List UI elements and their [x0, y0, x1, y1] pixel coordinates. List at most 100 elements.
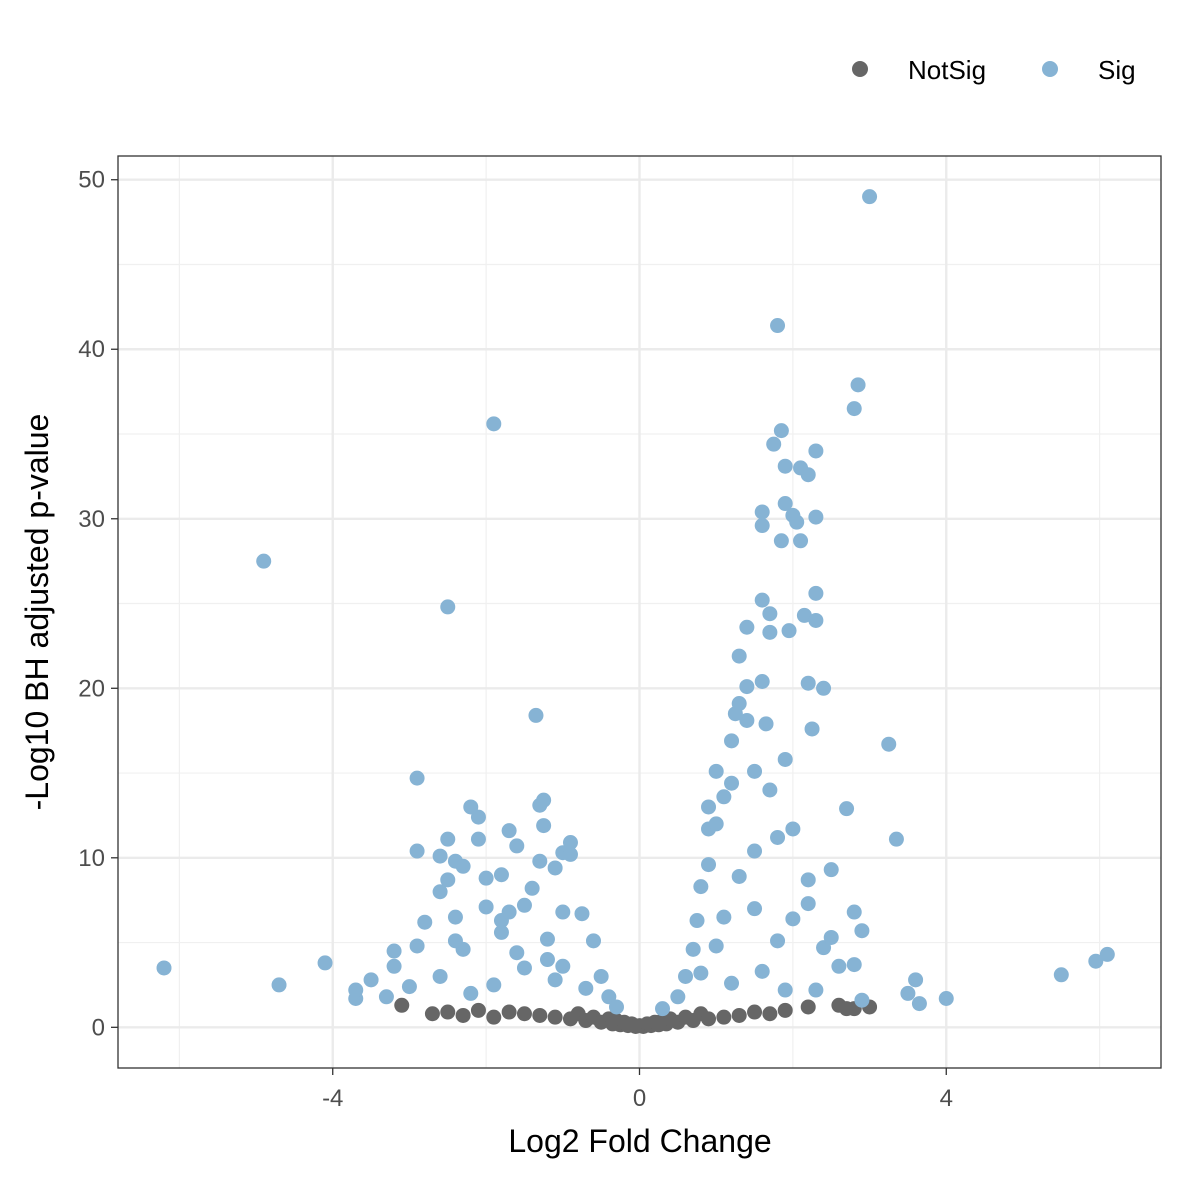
point-sig: [777, 458, 793, 474]
point-sig: [555, 904, 571, 920]
point-notsig: [762, 1006, 778, 1022]
point-sig: [486, 416, 502, 432]
legend-key-sig: [1042, 61, 1058, 77]
y-tick-label: 20: [78, 675, 105, 702]
point-sig: [762, 782, 778, 798]
point-sig: [501, 904, 517, 920]
y-tick-label: 0: [92, 1014, 105, 1041]
point-sig: [689, 913, 705, 929]
point-sig: [831, 958, 847, 974]
point-sig: [762, 606, 778, 622]
point-sig: [754, 504, 770, 520]
point-sig: [716, 909, 732, 925]
point-sig: [754, 674, 770, 690]
point-sig: [478, 899, 494, 915]
point-sig: [539, 952, 555, 968]
point-sig: [536, 818, 552, 834]
x-axis-title: Log2 Fold Change: [508, 1123, 771, 1159]
point-sig: [747, 901, 763, 917]
point-sig: [862, 189, 878, 205]
point-sig: [716, 789, 732, 805]
point-sig: [655, 1001, 671, 1017]
point-sig: [547, 860, 563, 876]
point-sig: [693, 965, 709, 981]
point-sig: [773, 533, 789, 549]
point-sig: [386, 958, 402, 974]
x-tick-label: 0: [633, 1085, 646, 1112]
point-sig: [601, 989, 617, 1005]
point-notsig: [547, 1009, 563, 1025]
point-sig: [532, 853, 548, 869]
point-sig: [470, 831, 486, 847]
point-sig: [739, 712, 755, 728]
point-sig: [724, 775, 740, 791]
point-sig: [463, 799, 479, 815]
point-sig: [271, 977, 287, 993]
point-sig: [1053, 967, 1069, 983]
point-sig: [754, 592, 770, 608]
y-tick-label: 30: [78, 506, 105, 533]
point-sig: [708, 763, 724, 779]
point-sig: [509, 945, 525, 961]
point-sig: [747, 763, 763, 779]
point-sig: [493, 924, 509, 940]
y-axis-title: -Log10 BH adjusted p-value: [19, 414, 55, 811]
point-sig: [793, 533, 809, 549]
point-sig: [432, 968, 448, 984]
legend-label-notsig: NotSig: [908, 55, 986, 85]
point-sig: [808, 982, 824, 998]
point-sig: [800, 872, 816, 888]
point-sig: [846, 957, 862, 973]
y-axis-ticks: 0 10 20 30 40 50: [78, 167, 118, 1041]
point-sig: [846, 401, 862, 417]
point-sig: [785, 821, 801, 837]
point-sig: [440, 599, 456, 615]
point-sig: [562, 846, 578, 862]
point-sig: [409, 843, 425, 859]
point-sig: [731, 868, 747, 884]
point-sig: [670, 989, 686, 1005]
point-notsig: [486, 1009, 502, 1025]
point-sig: [731, 696, 747, 712]
point-sig: [463, 985, 479, 1001]
point-sig: [678, 968, 694, 984]
point-sig: [808, 509, 824, 525]
point-sig: [470, 809, 486, 825]
point-sig: [938, 990, 954, 1006]
point-sig: [574, 906, 590, 922]
point-sig: [685, 941, 701, 957]
point-sig: [846, 904, 862, 920]
y-tick-label: 40: [78, 336, 105, 363]
point-sig: [585, 933, 601, 949]
point-sig: [754, 963, 770, 979]
point-sig: [348, 982, 364, 998]
point-notsig: [716, 1009, 732, 1025]
point-sig: [528, 707, 544, 723]
point-sig: [816, 680, 832, 696]
point-sig: [777, 496, 793, 512]
point-sig: [766, 436, 782, 452]
point-notsig: [777, 1002, 793, 1018]
point-sig: [593, 968, 609, 984]
point-sig: [516, 960, 532, 976]
point-sig: [478, 870, 494, 886]
point-sig: [455, 858, 471, 874]
point-sig: [440, 872, 456, 888]
point-sig: [888, 831, 904, 847]
point-sig: [739, 619, 755, 635]
point-sig: [516, 897, 532, 913]
point-notsig: [516, 1006, 532, 1022]
point-sig: [701, 857, 717, 873]
point-notsig: [747, 1004, 763, 1020]
point-notsig: [440, 1004, 456, 1020]
point-sig: [501, 823, 517, 839]
point-sig: [762, 624, 778, 640]
point-sig: [708, 938, 724, 954]
y-tick-label: 10: [78, 845, 105, 872]
point-sig: [493, 867, 509, 883]
point-notsig: [424, 1006, 440, 1022]
legend-key-notsig: [852, 61, 868, 77]
point-sig: [800, 675, 816, 691]
legend-label-sig: Sig: [1098, 55, 1136, 85]
